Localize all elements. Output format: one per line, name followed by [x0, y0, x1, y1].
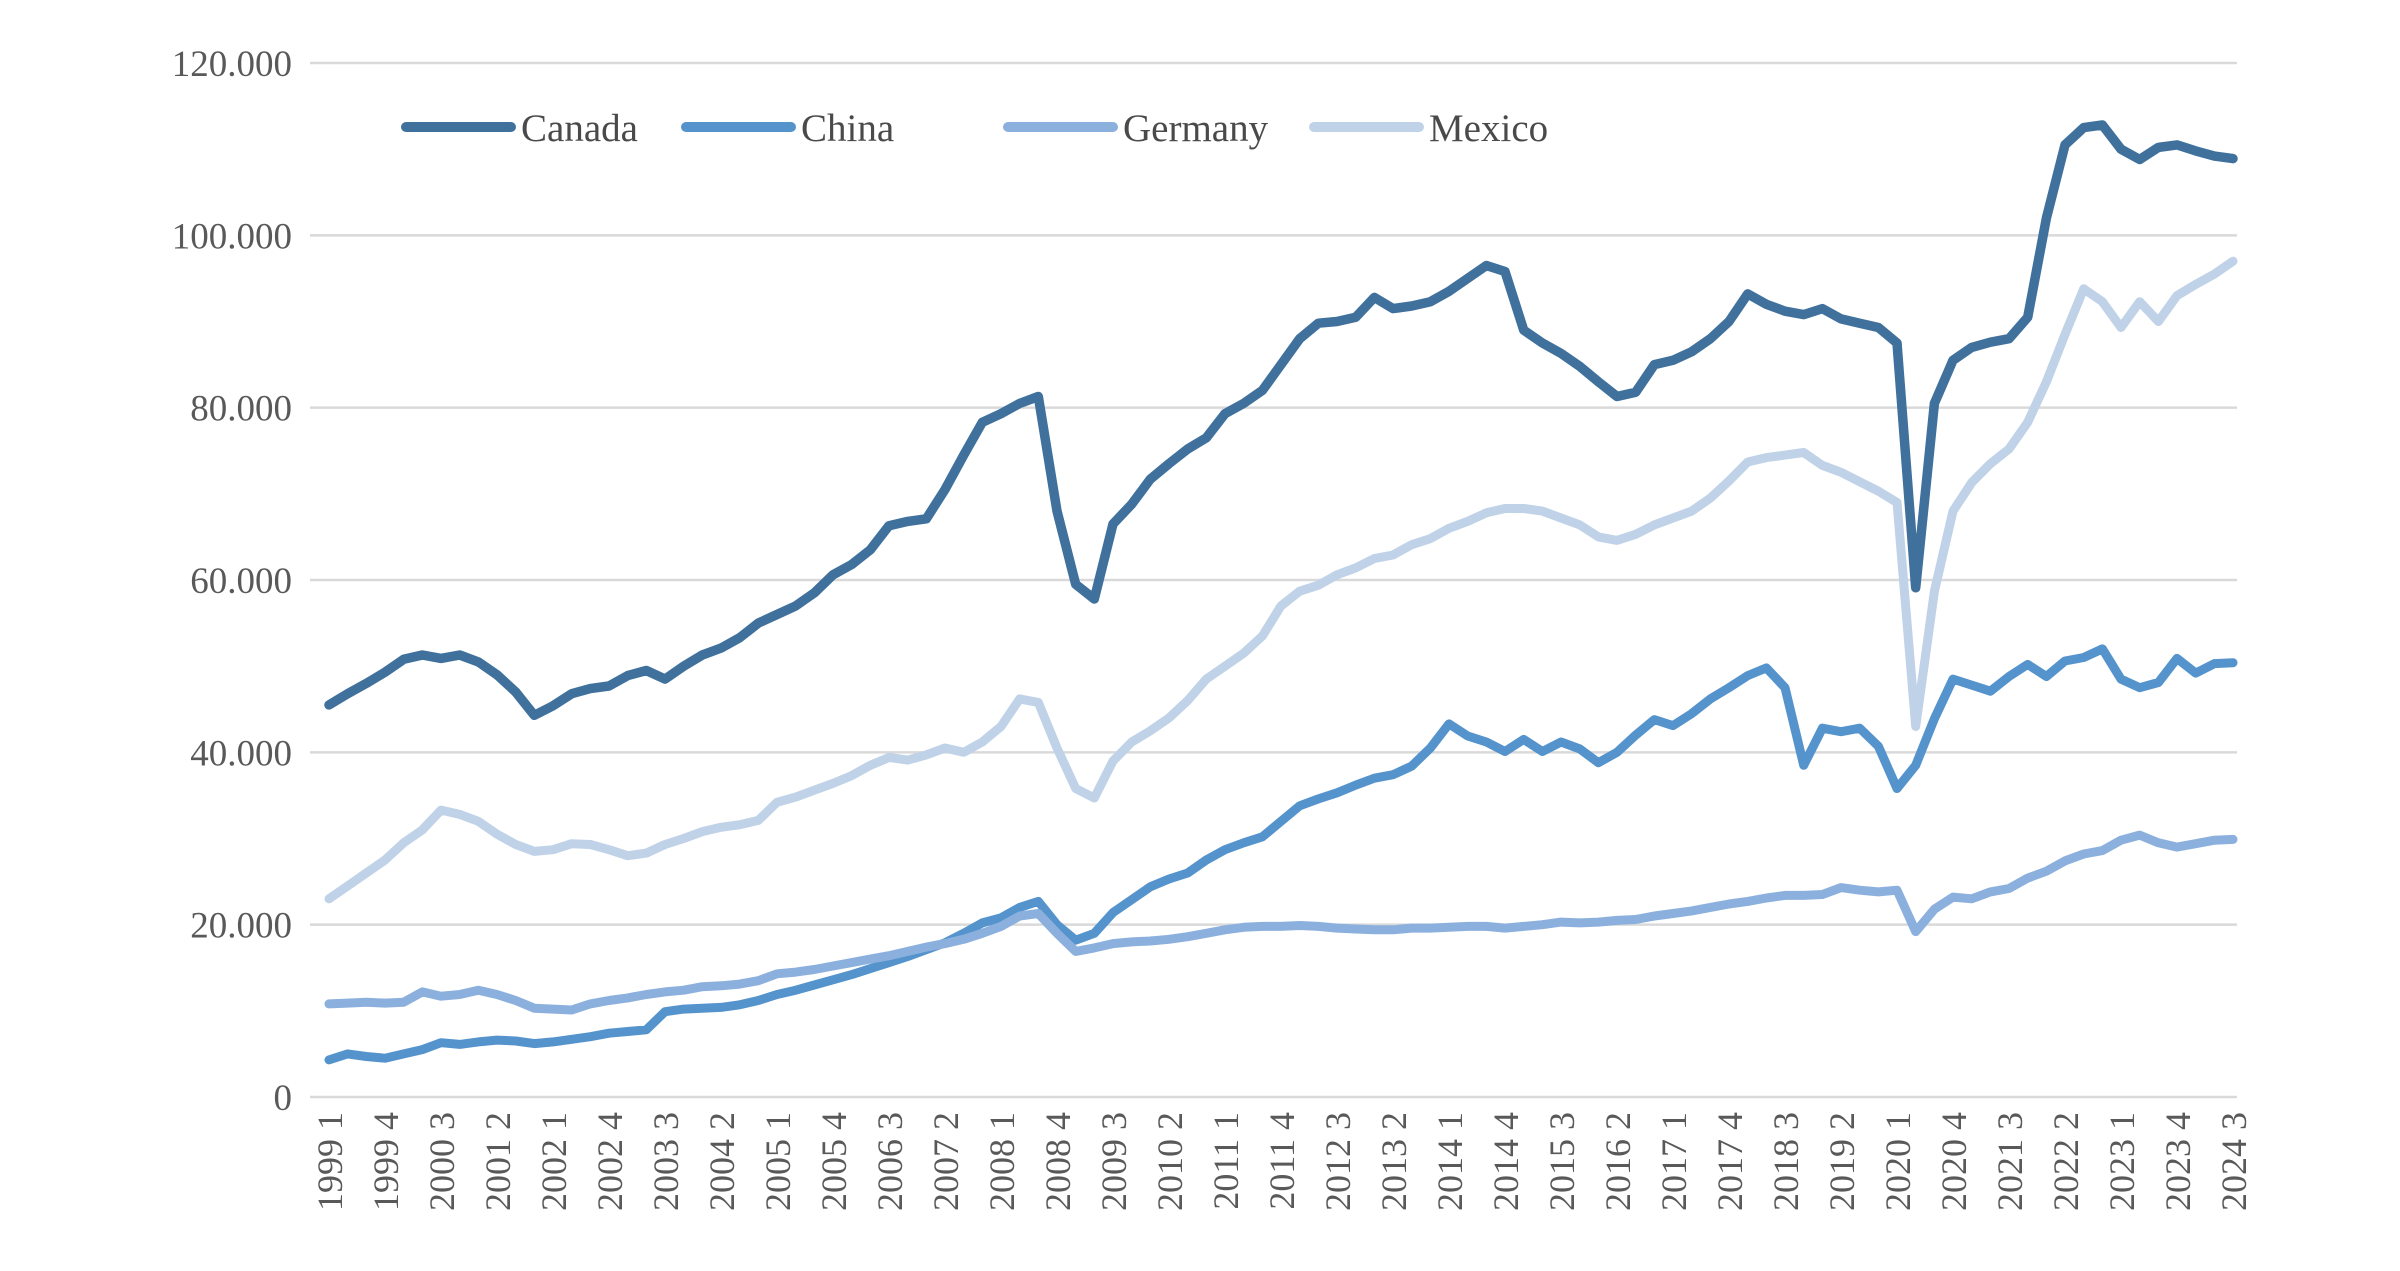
series-line-canada — [324, 120, 2238, 721]
x-tick-label: 2008 1 — [982, 1112, 1022, 1211]
x-tick-label: 2015 3 — [1542, 1112, 1582, 1211]
x-tick-label: 2020 4 — [1934, 1112, 1974, 1211]
x-tick-label: 2009 3 — [1094, 1112, 1134, 1211]
legend-label-china: China — [801, 107, 894, 150]
x-tick-label: 2012 3 — [1318, 1112, 1358, 1211]
x-tick-label: 2005 4 — [814, 1112, 854, 1211]
x-tick-label: 2013 2 — [1374, 1112, 1414, 1211]
x-tick-label: 2017 1 — [1654, 1112, 1694, 1211]
x-tick-label: 2007 2 — [926, 1112, 966, 1211]
legend-swatch-germany — [1003, 122, 1118, 132]
x-tick-label: 2022 2 — [2046, 1112, 2086, 1211]
series-line-germany — [324, 830, 2238, 1015]
x-tick-label: 2008 4 — [1038, 1112, 1078, 1211]
x-tick-label: 1999 1 — [310, 1112, 350, 1211]
x-tick-label: 2003 3 — [646, 1112, 686, 1211]
y-tick-label: 120.000 — [172, 44, 292, 85]
y-tick-label: 0 — [274, 1078, 293, 1119]
legend-swatch-china — [681, 122, 796, 132]
y-tick-label: 80.000 — [190, 389, 292, 430]
x-tick-label: 2002 4 — [590, 1112, 630, 1211]
y-tick-label: 20.000 — [190, 906, 292, 947]
x-tick-label: 2019 2 — [1822, 1112, 1862, 1211]
x-tick-label: 2017 4 — [1710, 1112, 1750, 1211]
x-tick-label: 2006 3 — [870, 1112, 910, 1211]
x-tick-label: 2000 3 — [422, 1112, 462, 1211]
legend-swatch-canada — [401, 122, 516, 132]
x-tick-label: 2016 2 — [1598, 1112, 1638, 1211]
x-tick-label: 2020 1 — [1878, 1112, 1918, 1211]
x-tick-label: 2011 1 — [1206, 1112, 1246, 1210]
x-tick-label: 2023 1 — [2102, 1112, 2142, 1211]
series-line-mexico — [324, 256, 2238, 904]
x-tick-label: 2001 2 — [478, 1112, 518, 1211]
x-tick-label: 2010 2 — [1150, 1112, 1190, 1211]
y-tick-label: 100.000 — [172, 216, 292, 257]
x-tick-label: 2018 3 — [1766, 1112, 1806, 1211]
y-tick-label: 60.000 — [190, 561, 292, 602]
x-tick-label: 2021 3 — [1990, 1112, 2030, 1211]
legend-label-germany: Germany — [1123, 107, 1269, 150]
x-tick-label: 2024 3 — [2214, 1112, 2254, 1211]
series-line-china — [324, 644, 2238, 1065]
x-tick-label: 2011 4 — [1262, 1112, 1302, 1210]
x-tick-label: 1999 4 — [366, 1112, 406, 1211]
y-tick-label: 40.000 — [190, 733, 292, 774]
x-tick-label: 2004 2 — [702, 1112, 742, 1211]
x-tick-label: 2005 1 — [758, 1112, 798, 1211]
legend-swatch-mexico — [1309, 122, 1424, 132]
x-tick-label: 2023 4 — [2158, 1112, 2198, 1211]
x-tick-label: 2014 4 — [1486, 1112, 1526, 1211]
legend-label-canada: Canada — [521, 107, 638, 150]
legend-label-mexico: Mexico — [1429, 107, 1548, 150]
x-tick-label: 2002 1 — [534, 1112, 574, 1211]
x-tick-label: 2014 1 — [1430, 1112, 1470, 1211]
